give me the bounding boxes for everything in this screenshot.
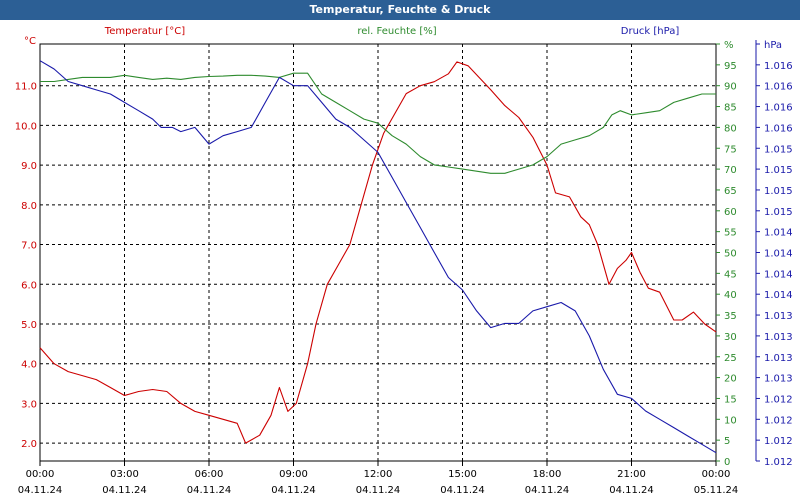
temperature-tick-label: 8.0	[21, 201, 37, 212]
labels-layer: 00:00 04.11.24 03:00 04.11.24 06:00 04.11.24 0…	[15, 26, 793, 496]
pressure-tick-label: 1.013	[764, 332, 793, 343]
x-date-label: 04.11.24	[271, 485, 316, 496]
x-date-label: 04.11.24	[187, 485, 232, 496]
temperature-tick-label: 11.0	[15, 82, 37, 93]
pressure-tick-label: 1.015	[764, 144, 793, 155]
pressure-tick-label: 1.014	[764, 269, 793, 280]
temperature-unit-label: °C	[24, 36, 36, 47]
pressure-tick-label: 1.012	[764, 436, 793, 447]
pressure-tick-label: 1.014	[764, 228, 793, 239]
pressure-tick-label: 1.015	[764, 165, 793, 176]
x-tick-label: 12:00	[364, 469, 393, 480]
humidity-tick-label: 20	[724, 374, 737, 385]
pressure-series-label: Druck [hPa]	[621, 26, 680, 37]
humidity-tick-label: 35	[724, 311, 737, 322]
humidity-tick-label: 15	[724, 394, 737, 405]
pressure-tick-label: 1.016	[764, 82, 793, 93]
x-date-label: 04.11.24	[525, 485, 570, 496]
temperature-tick-label: 10.0	[15, 121, 37, 132]
humidity-tick-label: 60	[724, 207, 737, 218]
humidity-tick-label: 50	[724, 249, 737, 260]
pressure-tick-label: 1.015	[764, 207, 793, 218]
temperature-tick-label: 2.0	[21, 439, 37, 450]
x-tick-label: 21:00	[617, 469, 646, 480]
x-date-label: 04.11.24	[102, 485, 147, 496]
humidity-tick-label: 70	[724, 165, 737, 176]
temperature-tick-label: 7.0	[21, 241, 37, 252]
x-tick-label: 09:00	[279, 469, 308, 480]
pressure-tick-label: 1.013	[764, 353, 793, 364]
humidity-tick-label: %	[724, 40, 734, 51]
x-tick-label: 00:00	[26, 469, 55, 480]
pressure-tick-label: 1.016	[764, 103, 793, 114]
x-date-label: 04.11.24	[356, 485, 401, 496]
pressure-tick-label: 1.012	[764, 415, 793, 426]
x-date-label: 04.11.24	[18, 485, 63, 496]
humidity-tick-label: 10	[724, 415, 737, 426]
humidity-tick-label: 95	[724, 61, 737, 72]
humidity-tick-label: 40	[724, 290, 737, 301]
pressure-tick-label: 1.016	[764, 61, 793, 72]
plot-frame	[39, 43, 717, 462]
x-tick-label: 00:00	[702, 469, 731, 480]
humidity-tick-label: 80	[724, 123, 737, 134]
x-date-label: 04.11.24	[440, 485, 485, 496]
x-tick-label: 06:00	[195, 469, 224, 480]
humidity-tick-label: 85	[724, 103, 737, 114]
humidity-tick-label: 5	[724, 436, 730, 447]
temperature-series-label: Temperatur [°C]	[104, 26, 185, 37]
humidity-series-line	[40, 72, 716, 174]
humidity-tick-label: 55	[724, 228, 737, 239]
pressure-tick-label: 1.016	[764, 123, 793, 134]
temperature-tick-label: 9.0	[21, 161, 37, 172]
temperature-tick-label: 5.0	[21, 320, 37, 331]
humidity-tick-label: 25	[724, 353, 737, 364]
humidity-tick-label: 65	[724, 186, 737, 197]
humidity-tick-label: 45	[724, 269, 737, 280]
pressure-tick-label: 1.013	[764, 374, 793, 385]
temperature-tick-label: 4.0	[21, 360, 37, 371]
chart-title: Temperatur, Feuchte & Druck	[0, 0, 800, 20]
humidity-tick-label: 30	[724, 332, 737, 343]
pressure-tick-label: hPa	[764, 40, 782, 51]
humidity-tick-label: 75	[724, 144, 737, 155]
pressure-tick-label: 1.012	[764, 394, 793, 405]
temperature-series-line	[39, 61, 717, 444]
pressure-tick-label: 1.012	[764, 457, 793, 468]
series-layer	[39, 60, 717, 454]
pressure-series-line	[39, 60, 717, 454]
chart-area: 00:00 04.11.24 03:00 04.11.24 06:00 04.11.24 0…	[15, 26, 793, 496]
x-tick-label: 15:00	[448, 469, 477, 480]
grid	[39, 43, 717, 462]
humidity-tick-label: 0	[724, 457, 730, 468]
axes-layer	[39, 40, 760, 466]
temperature-tick-label: 6.0	[21, 280, 37, 291]
x-date-label: 04.11.24	[609, 485, 654, 496]
x-date-label: 05.11.24	[694, 485, 739, 496]
x-tick-label: 03:00	[110, 469, 139, 480]
humidity-tick-label: 90	[724, 82, 737, 93]
pressure-tick-label: 1.014	[764, 290, 793, 301]
x-tick-label: 18:00	[533, 469, 562, 480]
pressure-tick-label: 1.014	[764, 249, 793, 260]
pressure-tick-label: 1.015	[764, 186, 793, 197]
humidity-series-label: rel. Feuchte [%]	[357, 26, 436, 37]
temperature-tick-label: 3.0	[21, 399, 37, 410]
pressure-tick-label: 1.013	[764, 311, 793, 322]
